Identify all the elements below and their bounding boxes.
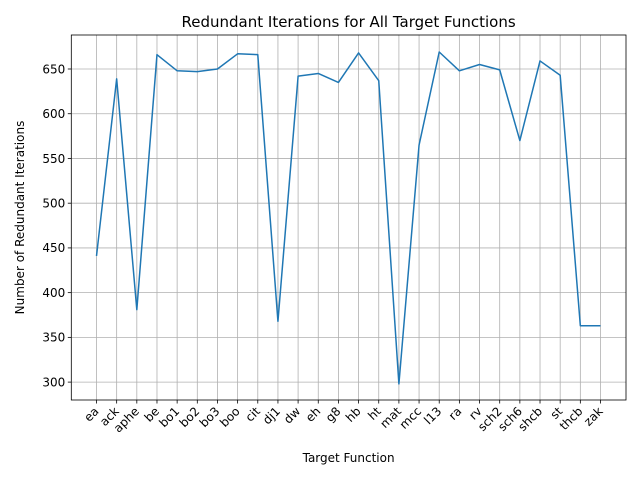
x-tick-label: ra (446, 404, 465, 423)
y-axis-label: Number of Redundant Iterations (13, 121, 27, 315)
x-tick-label: dw (281, 404, 303, 426)
y-tick-label: 300 (42, 375, 65, 389)
y-tick-label: 650 (42, 62, 65, 76)
y-axis-ticks: 300 350 400 450 500 550 600 650 (42, 62, 72, 389)
y-tick-label: 600 (42, 107, 65, 121)
y-tick-label: 400 (42, 286, 65, 300)
x-tick-label: shcb (515, 404, 545, 434)
y-tick-label: 550 (42, 152, 65, 166)
x-tick-label: hb (343, 404, 364, 425)
chart-title: Redundant Iterations for All Target Func… (182, 13, 516, 31)
x-tick-label: cit (243, 404, 263, 424)
x-tick-label: boo (217, 404, 243, 430)
y-tick-label: 350 (42, 331, 65, 345)
x-tick-label: zak (581, 404, 606, 429)
plot-area-frame (70, 34, 627, 401)
y-tick-label: 450 (42, 241, 65, 255)
x-axis-label: Target Function (302, 451, 395, 465)
x-tick-label: l13 (421, 404, 444, 427)
grid (71, 35, 626, 400)
x-tick-label: dj1 (260, 404, 283, 427)
y-tick-label: 500 (42, 196, 65, 210)
series-line (95, 51, 601, 385)
x-tick-label: eh (303, 404, 324, 425)
x-tick-label: g8 (323, 404, 344, 425)
x-tick-label: mcc (397, 404, 424, 431)
